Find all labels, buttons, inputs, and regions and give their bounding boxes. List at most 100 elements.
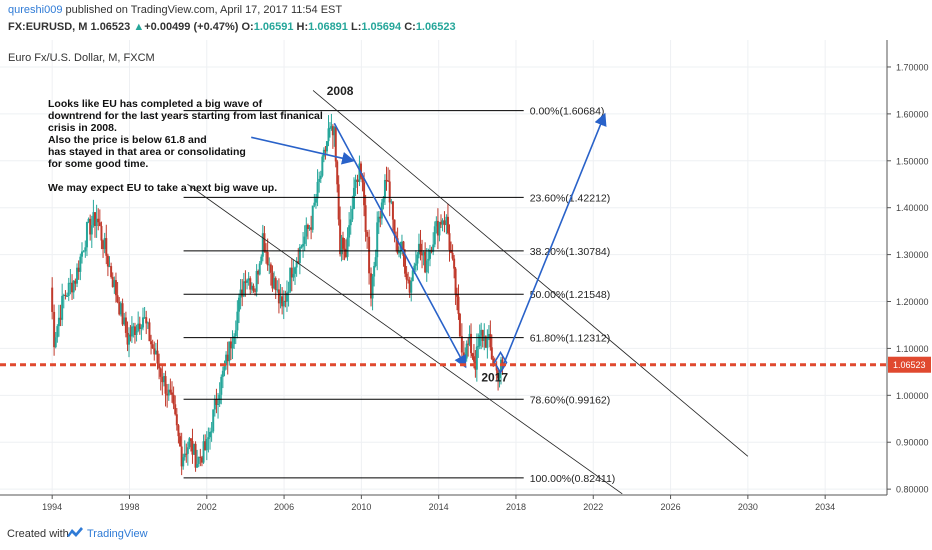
candle-body[interactable] <box>495 365 498 371</box>
candle-body[interactable] <box>475 346 478 370</box>
candle-body[interactable] <box>439 221 442 225</box>
candle-body[interactable] <box>348 225 351 238</box>
candle-body[interactable] <box>436 220 439 236</box>
candle-body[interactable] <box>77 267 80 272</box>
candle-body[interactable] <box>148 322 151 342</box>
candle-body[interactable] <box>356 179 359 182</box>
candle-body[interactable] <box>400 241 403 251</box>
candle-body[interactable] <box>383 179 386 199</box>
candle-body[interactable] <box>51 287 54 312</box>
candle-body[interactable] <box>97 218 100 223</box>
candle-body[interactable] <box>478 335 481 346</box>
candle-body[interactable] <box>374 257 377 267</box>
candle-body[interactable] <box>354 179 357 188</box>
candle-body[interactable] <box>137 323 140 331</box>
candle-body[interactable] <box>289 267 292 292</box>
candle-body[interactable] <box>85 221 88 248</box>
candle-body[interactable] <box>497 370 500 379</box>
candle-body[interactable] <box>427 258 430 261</box>
candle-body[interactable] <box>398 250 401 254</box>
candle-body[interactable] <box>404 255 407 274</box>
candle-body[interactable] <box>308 227 311 229</box>
tradingview-brand-link[interactable]: TradingView <box>87 528 148 540</box>
candle-body[interactable] <box>113 280 116 287</box>
candle-body[interactable] <box>108 266 111 268</box>
candle-body[interactable] <box>351 208 354 220</box>
candle-body[interactable] <box>417 243 420 255</box>
candle-body[interactable] <box>448 233 451 250</box>
candle-body[interactable] <box>391 201 394 220</box>
candle-body[interactable] <box>432 244 435 252</box>
candle-body[interactable] <box>344 249 347 257</box>
candle-body[interactable] <box>419 243 422 254</box>
candle-body[interactable] <box>314 198 317 203</box>
candle-body[interactable] <box>279 296 282 304</box>
candle-body[interactable] <box>135 330 138 335</box>
candle-body[interactable] <box>124 317 127 333</box>
candle-body[interactable] <box>385 179 388 181</box>
candle-body[interactable] <box>126 332 129 345</box>
candle-body[interactable] <box>169 389 172 393</box>
candle-body[interactable] <box>487 333 490 338</box>
candle-body[interactable] <box>376 222 379 258</box>
candle-body[interactable] <box>89 218 92 235</box>
candle-body[interactable] <box>100 225 103 241</box>
candle-body[interactable] <box>205 439 208 451</box>
candle-body[interactable] <box>467 343 470 345</box>
candle-body[interactable] <box>151 344 154 349</box>
candle-body[interactable] <box>263 233 266 252</box>
candle-body[interactable] <box>483 336 486 341</box>
candle-body[interactable] <box>247 278 250 281</box>
candle-body[interactable] <box>174 404 177 415</box>
candle-body[interactable] <box>95 218 98 226</box>
trend-channel-line[interactable] <box>187 183 623 495</box>
candle-body[interactable] <box>470 333 473 354</box>
candle-body[interactable] <box>200 457 203 463</box>
candle-body[interactable] <box>489 333 492 348</box>
candle-body[interactable] <box>414 263 417 266</box>
candle-body[interactable] <box>396 238 399 254</box>
candle-body[interactable] <box>422 251 425 256</box>
candle-body[interactable] <box>364 205 367 232</box>
candle-body[interactable] <box>56 326 59 338</box>
candle-body[interactable] <box>260 256 263 264</box>
candle-body[interactable] <box>162 376 165 383</box>
candle-body[interactable] <box>413 265 416 271</box>
candle-body[interactable] <box>182 457 185 467</box>
candle-body[interactable] <box>379 216 382 219</box>
candle-body[interactable] <box>62 294 65 296</box>
candle-body[interactable] <box>298 247 301 263</box>
candle-body[interactable] <box>76 267 79 284</box>
candle-body[interactable] <box>377 216 380 223</box>
candle-body[interactable] <box>191 440 194 455</box>
candle-body[interactable] <box>84 247 87 252</box>
candle-body[interactable] <box>249 278 252 290</box>
candle-body[interactable] <box>217 403 220 405</box>
candle-body[interactable] <box>237 297 240 312</box>
candle-body[interactable] <box>258 263 261 275</box>
candle-body[interactable] <box>193 443 196 455</box>
candle-body[interactable] <box>310 227 313 230</box>
candle-body[interactable] <box>244 281 247 283</box>
candle-body[interactable] <box>276 289 279 291</box>
candle-body[interactable] <box>175 414 178 426</box>
candle-body[interactable] <box>114 280 117 296</box>
candle-body[interactable] <box>121 303 124 325</box>
candle-body[interactable] <box>281 296 284 307</box>
candle-body[interactable] <box>393 219 396 236</box>
candle-body[interactable] <box>324 149 327 152</box>
candle-body[interactable] <box>327 128 330 142</box>
candle-body[interactable] <box>234 330 237 337</box>
candle-body[interactable] <box>185 453 188 455</box>
candle-body[interactable] <box>405 273 408 280</box>
candle-body[interactable] <box>221 370 224 377</box>
annotation-note[interactable]: Looks like EU has completed a big wave o… <box>48 98 323 194</box>
candle-body[interactable] <box>433 226 436 245</box>
candle-body[interactable] <box>142 317 145 328</box>
candle-body[interactable] <box>199 456 202 458</box>
candle-body[interactable] <box>460 336 463 353</box>
candle-body[interactable] <box>94 212 97 226</box>
candle-body[interactable] <box>90 225 93 235</box>
candle-body[interactable] <box>213 399 216 410</box>
candle-body[interactable] <box>271 272 274 289</box>
